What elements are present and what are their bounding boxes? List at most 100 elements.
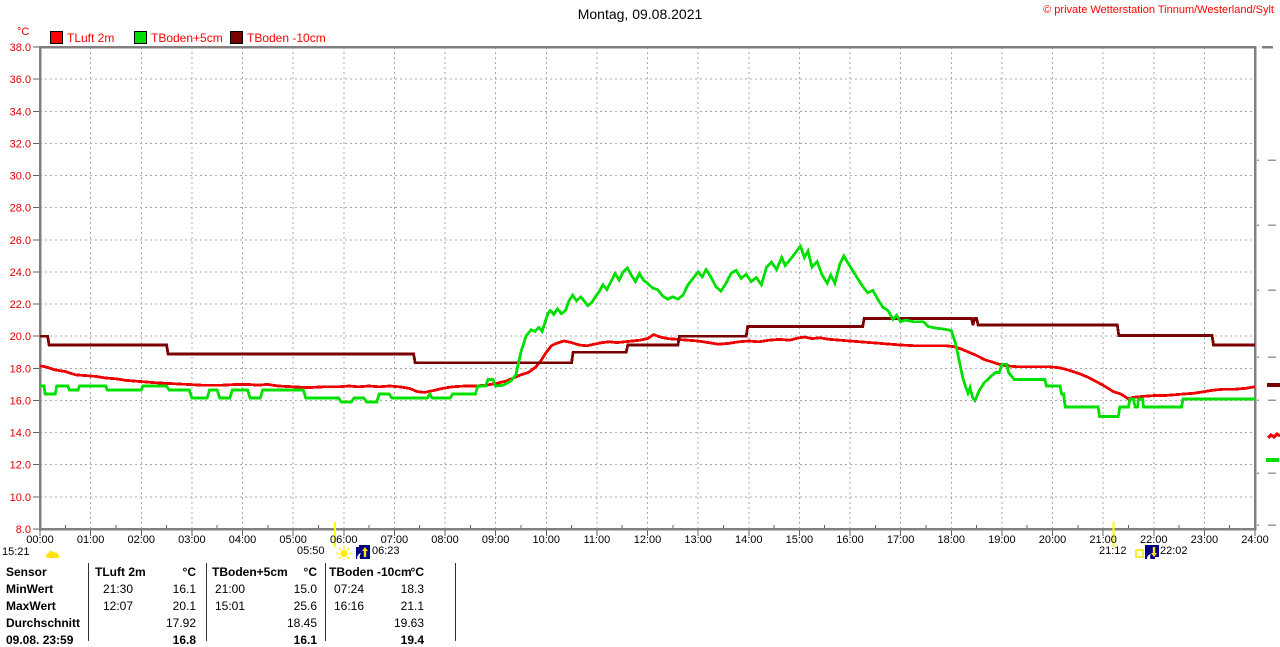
max-time-tluft: 12:07 bbox=[103, 599, 134, 613]
right-edge-panel-fragment bbox=[1257, 45, 1280, 526]
col-unit: °C bbox=[410, 565, 424, 579]
svg-text:32.0: 32.0 bbox=[10, 138, 31, 150]
svg-text:20:00: 20:00 bbox=[1039, 534, 1067, 546]
svg-text:23:00: 23:00 bbox=[1191, 534, 1219, 546]
svg-text:24.0: 24.0 bbox=[10, 267, 31, 279]
max-value-tluft: 20.1 bbox=[172, 599, 196, 613]
svg-text:20.0: 20.0 bbox=[10, 331, 31, 343]
avg-value-tboden10: 19.63 bbox=[393, 616, 424, 630]
table-divider bbox=[455, 563, 456, 641]
svg-text:07:00: 07:00 bbox=[381, 534, 409, 546]
svg-text:19:00: 19:00 bbox=[988, 534, 1016, 546]
cloud-icon bbox=[46, 551, 59, 558]
svg-text:12:00: 12:00 bbox=[634, 534, 662, 546]
temperature-chart: 38.0 36.0 34.0 32.0 30.0 28.0 26.0 24.0 22.0 20.0… bbox=[10, 42, 1280, 547]
legend-label: TLuft 2m bbox=[67, 31, 115, 45]
moonrise-icon bbox=[356, 545, 370, 559]
tboden5-swatch-icon bbox=[134, 31, 147, 44]
table-divider bbox=[325, 563, 326, 641]
table-header-row: Sensor TLuft 2m °C TBoden+5cm °C TBoden … bbox=[0, 565, 470, 579]
tboden10-swatch-icon bbox=[230, 31, 243, 44]
max-value-tboden10: 21.1 bbox=[400, 599, 424, 613]
moonrise-time: 06:23 bbox=[372, 545, 400, 557]
moon-prev-time: 15:21 bbox=[2, 546, 30, 558]
svg-text:34.0: 34.0 bbox=[10, 106, 31, 118]
svg-text:14.0: 14.0 bbox=[10, 428, 31, 440]
y-axis-labels: 38.0 36.0 34.0 32.0 30.0 28.0 26.0 24.0 22.0 20.0… bbox=[10, 42, 31, 536]
min-time-tboden5: 21:00 bbox=[215, 582, 246, 596]
row-label: Durchschnitt bbox=[6, 616, 81, 630]
svg-text:02:00: 02:00 bbox=[127, 534, 155, 546]
col-unit: °C bbox=[182, 565, 196, 579]
avg-value-tboden5: 18.45 bbox=[286, 616, 317, 630]
min-value-tboden10: 18.3 bbox=[400, 582, 424, 596]
sunrise-sun-icon bbox=[336, 546, 352, 560]
col-unit: °C bbox=[303, 565, 317, 579]
svg-text:05:00: 05:00 bbox=[279, 534, 307, 546]
series-line-tluft-2m bbox=[39, 333, 1256, 401]
current-value-tboden10: 19.4 bbox=[400, 633, 424, 647]
svg-text:18:00: 18:00 bbox=[937, 534, 965, 546]
svg-text:03:00: 03:00 bbox=[178, 534, 206, 546]
row-label: MinWert bbox=[6, 582, 54, 596]
y-axis-unit-label: °C bbox=[17, 26, 30, 38]
moonset-time: 22:02 bbox=[1160, 545, 1188, 557]
svg-text:36.0: 36.0 bbox=[10, 74, 31, 86]
max-time-tboden10: 16:16 bbox=[334, 599, 365, 613]
table-row-current: 09.08. 23:59 16.8 16.1 19.4 bbox=[0, 633, 470, 647]
max-time-tboden5: 15:01 bbox=[215, 599, 246, 613]
svg-text:18.0: 18.0 bbox=[10, 363, 31, 375]
grid-lines bbox=[40, 47, 1255, 529]
svg-text:01:00: 01:00 bbox=[77, 534, 105, 546]
svg-text:11:00: 11:00 bbox=[584, 534, 611, 546]
svg-text:8.0: 8.0 bbox=[16, 524, 31, 536]
table-row-durchschnitt: Durchschnitt 17.92 18.45 19.63 bbox=[0, 616, 470, 630]
svg-text:16:00: 16:00 bbox=[836, 534, 864, 546]
min-value-tluft: 16.1 bbox=[172, 582, 196, 596]
series-line-tboden-10cm bbox=[40, 317, 1255, 365]
svg-text:00:00: 00:00 bbox=[26, 534, 54, 546]
axis-ticks bbox=[33, 46, 1256, 536]
x-axis-labels: 00:00 01:00 02:00 03:00 04:00 05:00 06:00 07:00… bbox=[26, 534, 1269, 546]
svg-text:14:00: 14:00 bbox=[735, 534, 763, 546]
table-row-maxwert: MaxWert 12:07 20.1 15:01 25.6 16:16 21.1 bbox=[0, 599, 470, 613]
svg-text:28.0: 28.0 bbox=[10, 203, 31, 215]
col-tboden5-header: TBoden+5cm bbox=[212, 565, 288, 579]
plot-frame bbox=[38, 45, 1257, 531]
series-line-tboden-5cm bbox=[40, 243, 1255, 418]
sun-marker-lines bbox=[334, 522, 1115, 547]
svg-text:22:00: 22:00 bbox=[1140, 534, 1168, 546]
moonset-icon bbox=[1145, 545, 1159, 559]
legend-label: TBoden -10cm bbox=[247, 31, 326, 45]
svg-text:17:00: 17:00 bbox=[887, 534, 915, 546]
table-divider bbox=[206, 563, 207, 641]
min-time-tboden10: 07:24 bbox=[334, 582, 365, 596]
min-time-tluft: 21:30 bbox=[103, 582, 134, 596]
svg-text:30.0: 30.0 bbox=[10, 171, 31, 183]
page-title: Montag, 09.08.2021 bbox=[577, 6, 703, 22]
row-label: MaxWert bbox=[6, 599, 56, 613]
svg-text:12.0: 12.0 bbox=[10, 460, 31, 472]
svg-text:38.0: 38.0 bbox=[10, 42, 31, 54]
svg-text:06:00: 06:00 bbox=[330, 534, 358, 546]
min-value-tboden5: 15.0 bbox=[293, 582, 317, 596]
svg-text:26.0: 26.0 bbox=[10, 235, 31, 247]
tluft-swatch-icon bbox=[50, 31, 63, 44]
svg-text:21:00: 21:00 bbox=[1089, 534, 1117, 546]
svg-text:16.0: 16.0 bbox=[10, 395, 31, 407]
table-row-minwert: MinWert 21:30 16.1 21:00 15.0 07:24 18.3 bbox=[0, 582, 470, 596]
sunset-time: 21:12 bbox=[1099, 545, 1127, 557]
svg-text:22.0: 22.0 bbox=[10, 299, 31, 311]
avg-value-tluft: 17.92 bbox=[165, 616, 196, 630]
legend-label: TBoden+5cm bbox=[151, 31, 223, 45]
svg-text:10.0: 10.0 bbox=[10, 492, 31, 504]
svg-text:04:00: 04:00 bbox=[229, 534, 257, 546]
svg-text:13:00: 13:00 bbox=[684, 534, 712, 546]
col-tluft-header: TLuft 2m bbox=[95, 565, 146, 579]
sunset-square-icon bbox=[1135, 549, 1144, 558]
svg-text:10:00: 10:00 bbox=[532, 534, 560, 546]
max-value-tboden5: 25.6 bbox=[293, 599, 317, 613]
current-value-tluft: 16.8 bbox=[172, 633, 196, 647]
table-divider bbox=[88, 563, 89, 641]
